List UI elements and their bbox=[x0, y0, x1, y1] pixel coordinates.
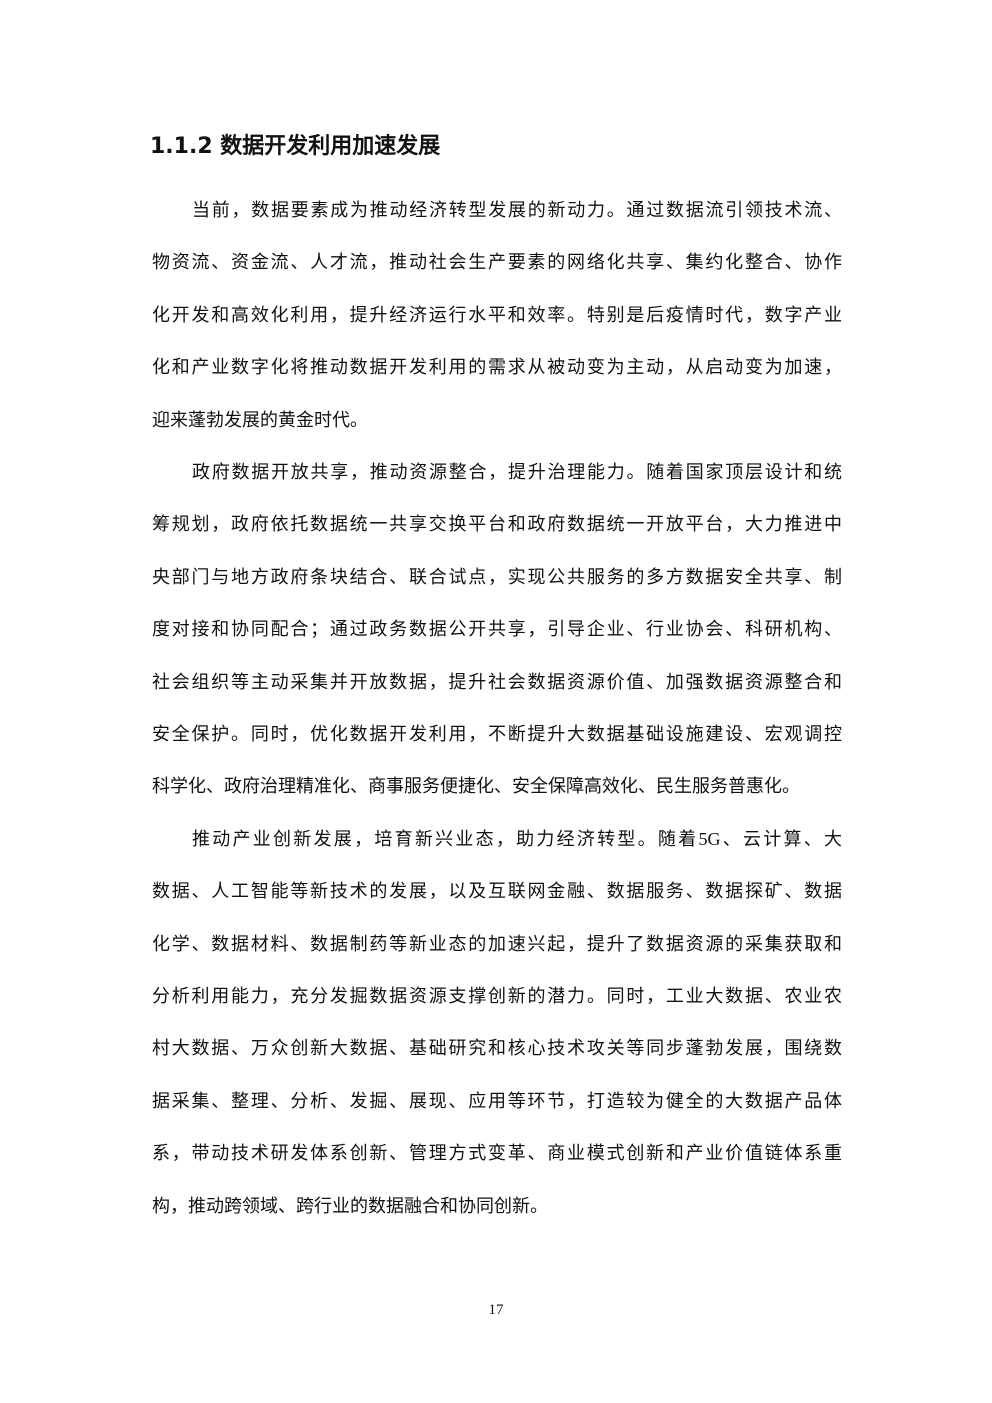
text-line: 化学、数据材料、数据制药等新业态的加速兴起，提升了数据资源的采集获取和 bbox=[152, 933, 842, 954]
text-line: 据采集、整理、分析、发掘、展现、应用等环节，打造较为健全的大数据产品体 bbox=[152, 1090, 842, 1111]
text-line: 推动产业创新发展，培育新兴业态，助力经济转型。随着5G、云计算、大 bbox=[192, 828, 842, 849]
text-line: 分析利用能力，充分发掘数据资源支撑创新的潜力。同时，工业大数据、农业农 bbox=[152, 986, 842, 1006]
text-line: 央部门与地方政府条块结合、联合试点，实现公共服务的多方数据安全共享、制 bbox=[152, 566, 842, 587]
text-line: 系，带动技术研发体系创新、管理方式变革、商业模式创新和产业价值链体系重 bbox=[152, 1143, 842, 1164]
text-line: 化和产业数字化将推动数据开发利用的需求从被动变为主动，从启动变为加速， bbox=[152, 357, 842, 378]
text-line: 筹规划，政府依托数据统一共享交换平台和政府数据统一开放平台，大力推进中 bbox=[152, 514, 842, 535]
text-line: 政府数据开放共享，推动资源整合，提升治理能力。随着国家顶层设计和统 bbox=[192, 462, 842, 482]
text-line: 科学化、政府治理精准化、商事服务便捷化、安全保障高效化、民生服务普惠化。 bbox=[152, 776, 800, 797]
text-line: 构，推动跨领域、跨行业的数据融合和协同创新。 bbox=[152, 1195, 548, 1216]
text-line: 数据、人工智能等新技术的发展，以及互联网金融、数据服务、数据探矿、数据 bbox=[152, 881, 842, 902]
text-line: 当前，数据要素成为推动经济转型发展的新动力。通过数据流引领技术流、 bbox=[192, 200, 842, 220]
text-line: 迎来蓬勃发展的黄金时代。 bbox=[152, 409, 368, 430]
page-number: 17 bbox=[488, 1302, 504, 1318]
text-line: 村大数据、万众创新大数据、基础研究和核心技术攻关等同步蓬勃发展，围绕数 bbox=[152, 1038, 842, 1059]
text-line: 社会组织等主动采集并开放数据，提升社会数据资源价值、加强数据资源整合和 bbox=[152, 671, 842, 692]
text-line: 化开发和高效化利用，提升经济运行水平和效率。特别是后疫情时代，数字产业 bbox=[152, 304, 842, 325]
section-heading: 1.1.2 数据开发利用加速发展 bbox=[150, 134, 441, 159]
text-line: 物资流、资金流、人才流，推动社会生产要素的网络化共享、集约化整合、协作 bbox=[152, 252, 842, 273]
text-line: 度对接和协同配合；通过政务数据公开共享，引导企业、行业协会、科研机构、 bbox=[152, 619, 842, 640]
text-line: 安全保护。同时，优化数据开发利用，不断提升大数据基础设施建设、宏观调控 bbox=[152, 724, 842, 744]
